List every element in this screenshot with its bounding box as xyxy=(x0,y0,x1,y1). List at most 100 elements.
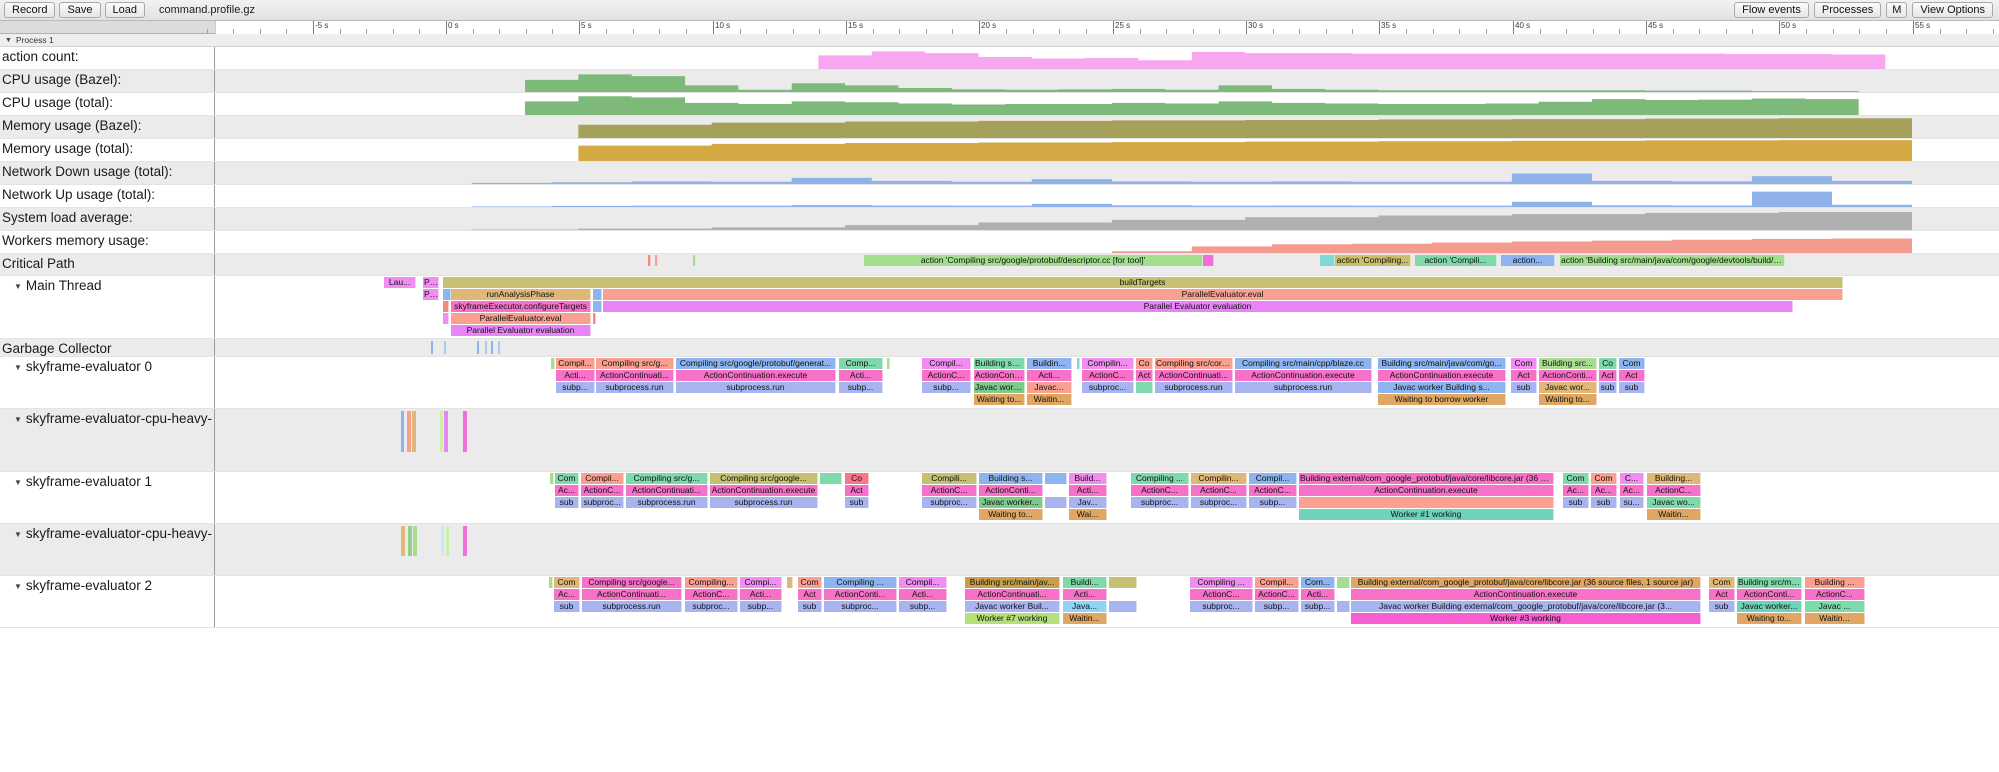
slice[interactable] xyxy=(1299,497,1554,508)
slice[interactable]: Compili... xyxy=(922,473,977,484)
slice[interactable]: Acti... xyxy=(1027,370,1072,381)
track-label-system-load-average[interactable]: System load average: xyxy=(0,208,215,230)
slice[interactable]: Buildi... xyxy=(1063,577,1107,588)
slice[interactable]: Acti... xyxy=(1063,589,1107,600)
track-skyframe-evaluator-1[interactable]: ▼ skyframe-evaluator 1 Com Compil... Compili… xyxy=(0,472,1999,524)
slice[interactable]: Compiling... xyxy=(685,577,738,588)
slice[interactable]: skyframeExecutor.configureTargets xyxy=(451,301,591,312)
slice[interactable]: subp... xyxy=(556,382,595,393)
slice[interactable]: subprocess.run xyxy=(676,382,836,393)
track-workers-memory-usage[interactable]: Workers memory usage: xyxy=(0,231,1999,254)
slice[interactable]: ActionContinuation.execute xyxy=(1299,485,1554,496)
slice[interactable] xyxy=(887,358,890,369)
slice[interactable]: ActionContinuation.execute xyxy=(1378,370,1506,381)
track-canvas-memory-usage-bazel[interactable] xyxy=(215,116,1999,138)
slice[interactable]: sub xyxy=(1511,382,1537,393)
slice[interactable]: Compiling src/core/... xyxy=(1155,358,1233,369)
slice[interactable]: Waitin... xyxy=(1805,613,1865,624)
slice[interactable]: Ac... xyxy=(1620,485,1644,496)
slice[interactable]: subproc... xyxy=(1131,497,1189,508)
chevron-down-icon[interactable]: ▼ xyxy=(14,530,22,539)
slice[interactable]: Javac wor... xyxy=(1539,382,1597,393)
mini-slice[interactable] xyxy=(485,341,487,354)
track-network-down-usage-total[interactable]: Network Down usage (total): xyxy=(0,162,1999,185)
track-memory-usage-total[interactable]: Memory usage (total): xyxy=(0,139,1999,162)
slice[interactable]: Waiting to borrow worker xyxy=(1378,394,1506,405)
slice[interactable]: Ac... xyxy=(554,589,580,600)
slice[interactable]: Com xyxy=(1511,358,1537,369)
slice[interactable]: sub xyxy=(845,497,869,508)
track-label-skyframe-evaluator-1[interactable]: ▼ skyframe-evaluator 1 xyxy=(0,472,215,523)
chevron-down-icon[interactable]: ▼ xyxy=(14,363,22,372)
track-canvas-cpu-usage-total[interactable] xyxy=(215,93,1999,115)
track-list[interactable]: action count: CPU usage (Bazel): CPU usage… xyxy=(0,47,1999,772)
slice[interactable]: ActionConti... xyxy=(979,485,1043,496)
slice[interactable]: sub xyxy=(554,601,580,612)
slice[interactable]: subproc... xyxy=(922,497,977,508)
slice[interactable]: Waiting to... xyxy=(1539,394,1597,405)
slice[interactable]: Building ... xyxy=(1805,577,1865,588)
slice[interactable]: Javac worker Building external/com_googl… xyxy=(1351,601,1701,612)
slice[interactable]: ActionContinuation.execute xyxy=(710,485,818,496)
mini-slice[interactable] xyxy=(408,526,412,556)
track-canvas-skyframe-evaluator-0[interactable]: Compil... Compiling src/g... Compiling src… xyxy=(215,357,1999,408)
slice[interactable]: action 'Compiling src/google/protobuf/de… xyxy=(864,255,1203,266)
slice[interactable]: subp... xyxy=(839,382,883,393)
track-critical-path[interactable]: Critical Path action 'Compiling src/googl… xyxy=(0,254,1999,276)
slice[interactable]: Waitin... xyxy=(1063,613,1107,624)
mini-slice[interactable] xyxy=(440,411,443,452)
slice[interactable]: Waitin... xyxy=(1647,509,1701,520)
track-canvas-critical-path[interactable]: action 'Compiling src/google/protobuf/de… xyxy=(215,254,1999,275)
chevron-down-icon[interactable]: ▼ xyxy=(14,478,22,487)
slice[interactable]: Lau... xyxy=(384,277,416,288)
slice[interactable]: Javac work... xyxy=(974,382,1025,393)
track-canvas-skyframe-evaluator-cpu-heavy-a[interactable] xyxy=(215,409,1999,471)
slice[interactable]: Wai... xyxy=(1069,509,1107,520)
slice[interactable]: Waiting to... xyxy=(979,509,1043,520)
mini-slice[interactable] xyxy=(444,411,448,452)
mini-slice[interactable] xyxy=(444,341,446,354)
slice[interactable]: Com xyxy=(1563,473,1589,484)
mini-slice[interactable] xyxy=(401,411,404,452)
slice[interactable]: Compilin... xyxy=(1191,473,1247,484)
slice[interactable] xyxy=(1045,473,1067,484)
slice[interactable]: Acti... xyxy=(1069,485,1107,496)
slice[interactable]: ActionConti... xyxy=(974,370,1025,381)
slice[interactable]: Parallel Evaluator evaluation xyxy=(603,301,1793,312)
slice[interactable]: action 'Compiling... xyxy=(1335,255,1411,266)
slice[interactable] xyxy=(1077,358,1080,369)
track-canvas-garbage-collector[interactable] xyxy=(215,339,1999,356)
slice[interactable]: Compil... xyxy=(1249,473,1297,484)
slice[interactable]: subproc... xyxy=(1191,497,1247,508)
flow-events-button[interactable]: Flow events xyxy=(1734,2,1809,18)
mini-slice[interactable] xyxy=(401,526,405,556)
slice[interactable] xyxy=(549,577,553,588)
slice[interactable] xyxy=(648,255,651,266)
slice[interactable]: Compiling src/google... xyxy=(582,577,682,588)
slice[interactable] xyxy=(1337,577,1350,588)
track-memory-usage-bazel[interactable]: Memory usage (Bazel): xyxy=(0,116,1999,139)
ruler-ticks[interactable]: -5 s 0 s 5 s 10 s 15 s 20 s 25 s 30 s 35 s 40 s 45… xyxy=(206,21,1999,34)
slice[interactable]: subprocess.run xyxy=(710,497,818,508)
view-options-button[interactable]: View Options xyxy=(1912,2,1993,18)
slice[interactable]: ActionC... xyxy=(1255,589,1299,600)
slice[interactable]: action... xyxy=(1501,255,1555,266)
slice[interactable] xyxy=(787,577,793,588)
processes-button[interactable]: Processes xyxy=(1813,2,1882,18)
slice[interactable]: Acti... xyxy=(740,589,782,600)
slice[interactable]: Acti... xyxy=(1301,589,1335,600)
slice[interactable] xyxy=(443,313,449,324)
slice[interactable]: Java... xyxy=(1063,601,1107,612)
slice[interactable]: ActionC... xyxy=(685,589,738,600)
slice[interactable] xyxy=(655,255,658,266)
slice[interactable]: Compilin... xyxy=(1082,358,1134,369)
track-main-thread[interactable]: ▼ Main Thread Lau... Par buildTargets Par runA… xyxy=(0,276,1999,339)
track-label-cpu-usage-total[interactable]: CPU usage (total): xyxy=(0,93,215,115)
track-canvas-cpu-usage-bazel[interactable] xyxy=(215,70,1999,92)
slice[interactable]: subp... xyxy=(922,382,971,393)
slice[interactable]: Act xyxy=(798,589,822,600)
slice[interactable]: Par xyxy=(423,277,439,288)
track-system-load-average[interactable]: System load average: xyxy=(0,208,1999,231)
slice[interactable]: ActionC... xyxy=(1249,485,1297,496)
slice[interactable]: Compi... xyxy=(740,577,782,588)
